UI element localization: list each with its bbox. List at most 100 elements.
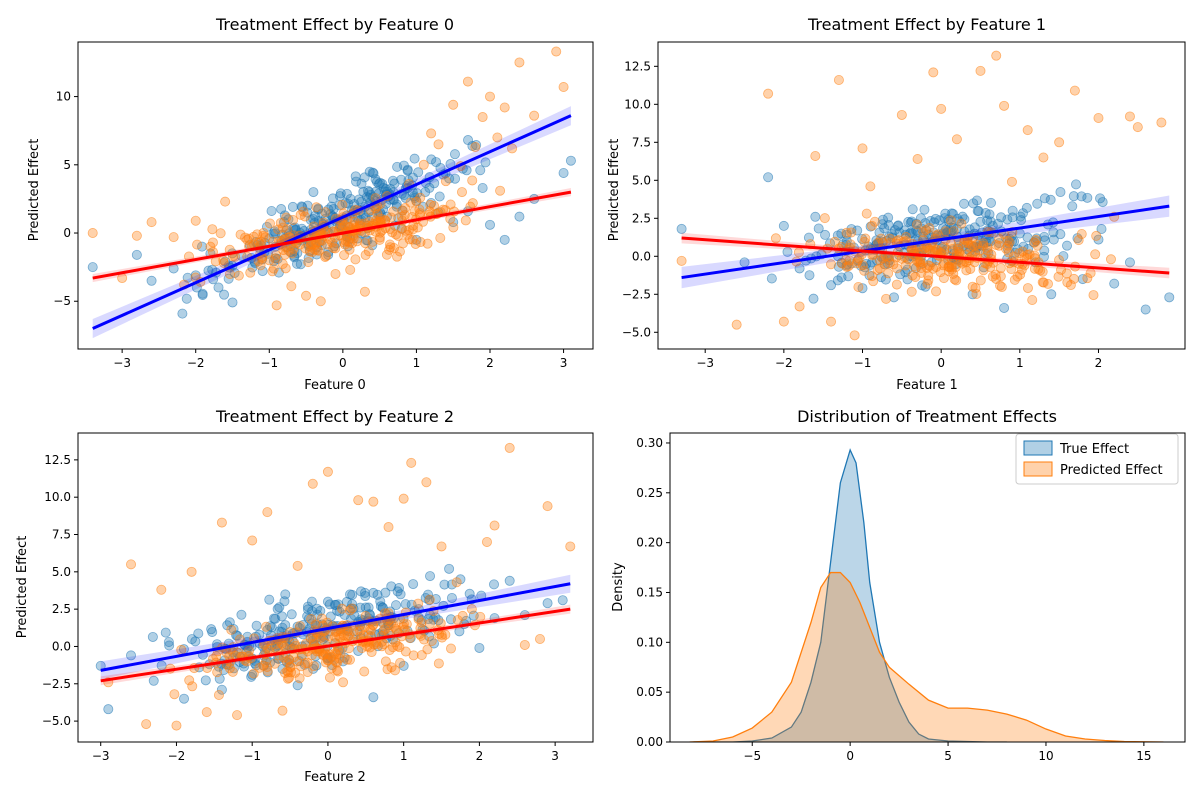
x-tick-label: 10 (1038, 749, 1053, 763)
regression-line (681, 204, 1170, 280)
data-point (367, 236, 378, 247)
data-point (922, 278, 933, 289)
data-point (383, 522, 394, 533)
axes-frame (669, 432, 1186, 743)
data-point (400, 599, 411, 610)
data-point (426, 154, 437, 165)
data-point (1069, 85, 1080, 96)
data-point (426, 636, 437, 647)
data-point (147, 631, 158, 642)
plot-area: −3 −2 −1 0 1 2 3 −5.0 −2.5 0.0 2.5 5.0 7.5 10.0 12.5 (42, 432, 594, 763)
data-point (207, 224, 218, 235)
data-point (1124, 257, 1135, 268)
y-tick-label: −2.5 (622, 287, 651, 301)
data-point (285, 661, 296, 672)
data-point (446, 592, 457, 603)
data-point (534, 634, 545, 645)
data-point (87, 228, 98, 239)
data-point (347, 589, 358, 600)
data-point (906, 286, 917, 297)
data-point (558, 167, 569, 178)
data-point (232, 710, 243, 721)
data-point (557, 595, 568, 606)
data-point (268, 263, 279, 274)
data-point (344, 237, 355, 248)
data-point (1062, 277, 1073, 288)
data-point (1067, 201, 1078, 212)
data-point (156, 584, 167, 595)
data-point (299, 211, 310, 222)
data-point (470, 142, 481, 153)
data-point (368, 692, 379, 703)
data-point (940, 208, 951, 219)
density-line (693, 448, 1007, 742)
data-point (451, 577, 462, 588)
data-point (860, 233, 871, 244)
data-point (766, 273, 777, 284)
data-point (279, 249, 290, 260)
data-point (272, 603, 283, 614)
data-point (1140, 304, 1151, 315)
plot-title: Treatment Effect by Feature 0 (215, 15, 454, 34)
data-point (874, 263, 885, 274)
data-point (945, 215, 956, 226)
y-tick-label: 0.25 (636, 486, 663, 500)
data-point (385, 242, 396, 253)
x-tick-label: 2 (476, 749, 484, 763)
y-tick-label: 0.20 (636, 536, 663, 550)
data-point (911, 219, 922, 230)
data-point (951, 275, 962, 286)
data-point (1093, 112, 1104, 123)
plot-title: Distribution of Treatment Effects (797, 407, 1057, 426)
subplot-distribution: Distribution of Treatment Effects Densit… (611, 407, 1186, 763)
data-point (179, 693, 190, 704)
data-point (126, 559, 137, 570)
data-point (360, 591, 371, 602)
data-point (912, 154, 923, 165)
y-axis-label: Density (611, 562, 626, 612)
data-point (460, 215, 471, 226)
data-point (1046, 289, 1057, 300)
data-point (1038, 152, 1049, 163)
data-point (1054, 137, 1065, 148)
data-point (424, 182, 435, 193)
data-point (327, 193, 338, 204)
legend-label-predicted-effect: Predicted Effect (1060, 463, 1163, 478)
data-point (868, 276, 879, 287)
data-point (285, 662, 296, 673)
data-point (891, 279, 902, 290)
data-point (474, 642, 485, 653)
y-tick-label: 0.0 (52, 639, 71, 653)
data-point (336, 603, 347, 614)
data-point (1017, 208, 1028, 219)
data-point (226, 624, 237, 635)
data-point (351, 176, 362, 187)
subplot-feature-0: Treatment Effect by Feature 0 Feature 0 … (27, 15, 594, 393)
y-tick-label: −2.5 (42, 677, 71, 691)
x-tick-label: 1 (1016, 356, 1024, 370)
data-point (948, 226, 959, 237)
y-tick-label: 0.15 (636, 585, 663, 599)
y-tick-label: 7.5 (632, 135, 651, 149)
data-point (1082, 192, 1093, 203)
data-point (995, 280, 1006, 291)
plot-title: Treatment Effect by Feature 2 (215, 407, 454, 426)
data-point (171, 720, 182, 731)
data-point (462, 76, 473, 87)
data-point (244, 645, 255, 656)
data-point (286, 609, 297, 620)
data-point (477, 112, 488, 123)
data-point (292, 560, 303, 571)
data-point (1090, 249, 1101, 260)
data-point (386, 618, 397, 629)
data-point (398, 621, 409, 632)
density-line (689, 571, 1164, 742)
data-point (288, 214, 299, 225)
data-point (380, 587, 391, 598)
data-point (395, 589, 406, 600)
data-point (313, 245, 324, 256)
y-tick-label: 12.5 (624, 59, 651, 73)
y-tick-label: 0.10 (636, 635, 663, 649)
data-point (395, 657, 406, 668)
data-point (888, 292, 899, 303)
